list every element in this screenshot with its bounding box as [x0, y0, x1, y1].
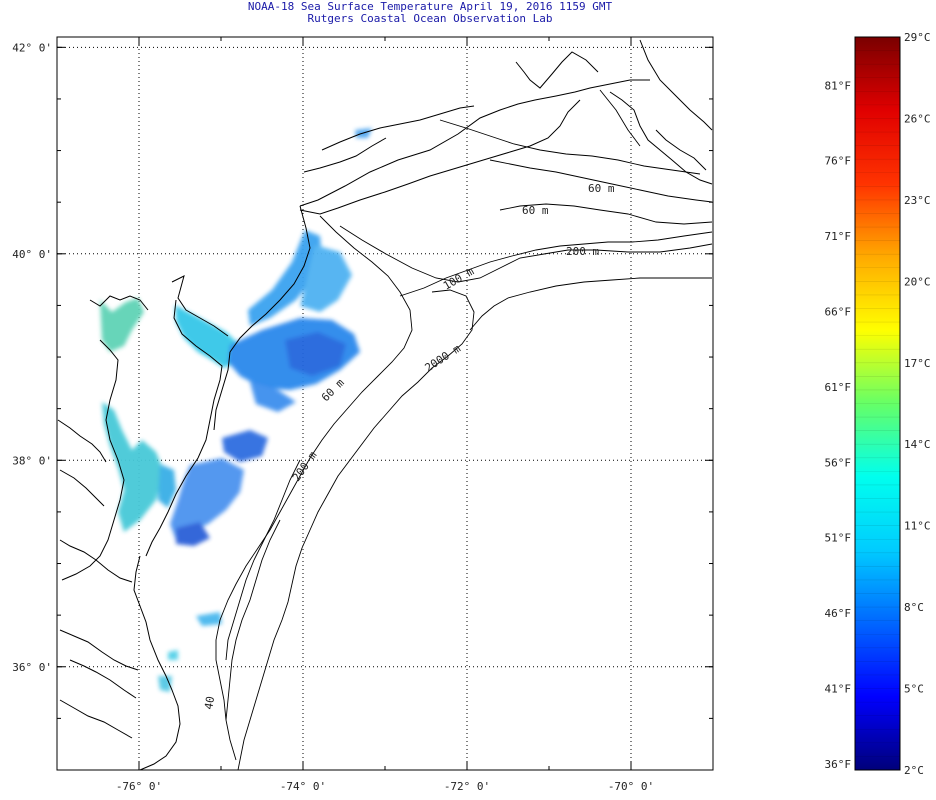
sst-patch-mid-chesapeake [102, 402, 164, 532]
colorbar-fahrenheit-label: 71°F [825, 230, 852, 243]
colorbar-celsius-label: 11°C [904, 520, 931, 533]
colorbar-fahrenheit-label: 76°F [825, 155, 852, 168]
sst-patch-cold-core [285, 332, 346, 376]
lon-tick-label: -74° 0' [280, 780, 326, 793]
lon-tick-label: -76° 0' [116, 780, 162, 793]
lon-tick-label: -72° 0' [444, 780, 490, 793]
sst-patch-nj-coast [248, 230, 322, 326]
sst-patch-upper-chesapeake [100, 298, 144, 352]
lat-tick-label: 38° 0' [12, 454, 52, 467]
colorbar-fahrenheit-label: 36°F [825, 758, 852, 771]
colorbar-celsius-label: 14°C [904, 438, 931, 451]
colorbar: 29°C 26°C 23°C 20°C 17°C 14°C 11°C 8°C 5°C 2°C 81°… [825, 31, 931, 777]
colorbar-celsius-label: 17°C [904, 357, 931, 370]
colorbar-celsius-label: 23°C [904, 194, 931, 207]
lon-tick-label: -70° 0' [608, 780, 654, 793]
colorbar-fahrenheit-label: 66°F [825, 305, 852, 318]
sst-patch-nc-small [168, 650, 178, 660]
sst-patch-lower-chesapeake [158, 464, 176, 508]
colorbar-celsius-label: 26°C [904, 112, 931, 125]
colorbar-celsius-label: 2°C [904, 764, 924, 777]
isobath-label: 60 m [522, 204, 549, 217]
lat-tick-label: 36° 0' [12, 661, 52, 674]
map-title: NOAA-18 Sea Surface Temperature April 19… [247, 0, 613, 13]
sst-patch-va-coast [170, 458, 244, 540]
colorbar-fahrenheit-label: 51°F [825, 532, 852, 545]
lat-tick-label: 40° 0' [12, 248, 52, 261]
colorbar-fahrenheit-label: 41°F [825, 683, 852, 696]
sst-patch-cape-henry [176, 522, 210, 546]
isobaths [215, 89, 713, 771]
colorbar-gradient [854, 36, 901, 771]
sst-patch-south [250, 382, 296, 412]
colorbar-fahrenheit-label: 46°F [825, 607, 852, 620]
isobath-label: 60 m [588, 182, 615, 195]
sst-map: 60 m 60 m 200 m 100 m 2000 m 60 m 200 m … [12, 36, 714, 793]
colorbar-celsius-label: 8°C [904, 601, 924, 614]
colorbar-labels: 29°C 26°C 23°C 20°C 17°C 14°C 11°C 8°C 5°C 2°C 81°… [825, 31, 931, 777]
sst-patch-nj-offshore [300, 245, 352, 312]
map-frame [56, 36, 714, 771]
sst-patch-va-shelf [222, 430, 268, 462]
sst-data-layer [100, 128, 372, 692]
colorbar-fahrenheit-label: 61°F [825, 381, 852, 394]
colorbar-fahrenheit-label: 56°F [825, 456, 852, 469]
colorbar-celsius-label: 5°C [904, 683, 924, 696]
coastline [57, 39, 713, 771]
sst-patch-delaware-bay [175, 305, 240, 368]
colorbar-bands [855, 50, 900, 757]
colorbar-fahrenheit-label: 81°F [825, 79, 852, 92]
colorbar-celsius-label: 20°C [904, 275, 931, 288]
isobath-label: 200 m [566, 245, 599, 258]
map-subtitle: Rutgers Coastal Ocean Observation Lab [307, 12, 553, 25]
sst-patch-pamlico [158, 676, 172, 692]
axis-labels: 42° 0' 40° 0' 38° 0' 36° 0' -76° 0' -74° 0' -7… [12, 37, 714, 793]
isobath-label: 40 [202, 695, 217, 710]
colorbar-celsius-label: 29°C [904, 31, 931, 44]
sst-patch-nc-north [196, 612, 222, 626]
lat-tick-label: 42° 0' [12, 41, 52, 54]
